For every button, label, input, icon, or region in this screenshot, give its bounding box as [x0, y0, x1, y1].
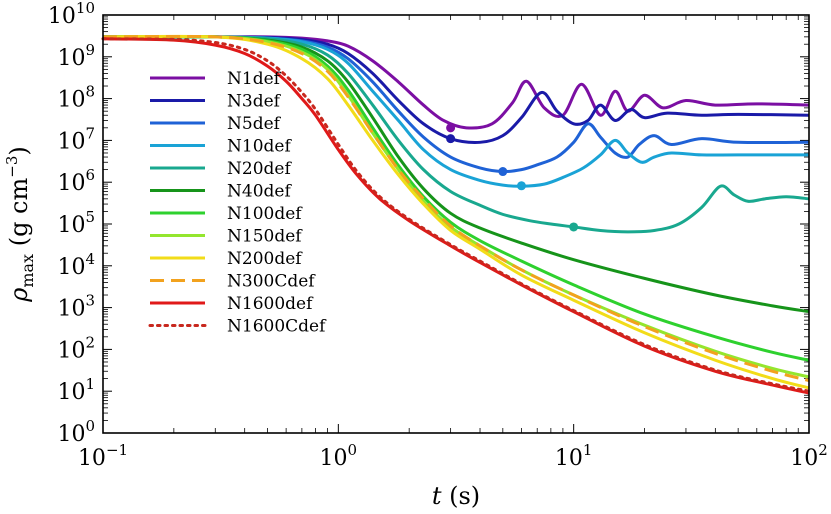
- x-axis-unit: (s): [441, 482, 480, 510]
- y-tick-label: 108: [57, 83, 95, 113]
- series-line-n1600def: [102, 37, 810, 395]
- y-tick-label: 103: [57, 292, 95, 322]
- x-tick-label-exponent: −1: [106, 441, 128, 459]
- x-tick-label-exponent: 1: [583, 441, 593, 459]
- x-tick-label-base: 10: [320, 446, 348, 471]
- series-line-n1def: [103, 35, 810, 130]
- y-axis-subscript: max: [18, 254, 37, 288]
- x-tick-label-base: 10: [78, 446, 106, 471]
- y-tick-label-exponent: 8: [85, 83, 95, 101]
- y-tick-label-exponent: 2: [85, 333, 95, 351]
- y-tick-label-exponent: 1: [85, 375, 95, 393]
- y-tick-label: 106: [57, 166, 95, 196]
- y-axis-title: ρmax (g cm−3): [3, 146, 37, 303]
- y-tick-label: 100: [57, 417, 95, 447]
- tick-labels: 10−1 100 101 102100101102103104105106107108…: [48, 0, 828, 471]
- y-tick-label-exponent: 9: [85, 41, 95, 59]
- legend-label-n100def: N100def: [227, 204, 303, 224]
- legend-label-n20def: N20def: [227, 159, 292, 179]
- series-line-n100def: [102, 35, 810, 362]
- y-tick-label-base: 10: [57, 380, 85, 405]
- axis-ticks: [102, 14, 810, 434]
- legend-label-n200def: N200def: [227, 249, 303, 269]
- y-tick-label-exponent: 10: [76, 0, 95, 17]
- x-tick-label: 10−1: [78, 441, 128, 471]
- y-tick-label: 109: [57, 41, 95, 71]
- series-line-n3def: [102, 35, 810, 144]
- y-tick-label-base: 10: [57, 255, 85, 280]
- y-tick-label: 102: [57, 333, 95, 363]
- legend-label-n1600cdef: N1600Cdef: [227, 317, 327, 337]
- legend-label-n1600def: N1600def: [227, 294, 314, 314]
- series-marker-n3def: [446, 134, 456, 144]
- legend-label-n3def: N3def: [227, 92, 282, 112]
- legend-label-n40def: N40def: [227, 182, 292, 202]
- y-tick-label: 105: [57, 208, 95, 238]
- x-tick-label-exponent: 2: [818, 441, 828, 459]
- series-line-n10def: [102, 35, 809, 188]
- x-tick-label: 102: [790, 441, 828, 471]
- legend-label-n1def: N1def: [227, 69, 282, 89]
- series-marker-n10def: [516, 181, 526, 191]
- series-marker-n20def: [569, 222, 579, 232]
- y-tick-label: 1010: [48, 0, 95, 29]
- y-tick-label-exponent: 6: [85, 166, 95, 184]
- y-tick-label-base: 10: [57, 338, 85, 363]
- y-tick-label-base: 10: [57, 422, 85, 447]
- plot-series: [101, 34, 811, 395]
- x-axis-title: t (s): [432, 482, 480, 510]
- series-line-n300cdef: [102, 34, 810, 382]
- y-axis-unit-close: ): [5, 146, 33, 155]
- y-axis-unit-exponent: −3: [3, 156, 21, 178]
- legend-label-n10def: N10def: [227, 137, 292, 157]
- legend-label-n150def: N150def: [227, 227, 303, 247]
- y-tick-label-base: 10: [57, 46, 85, 71]
- y-tick-label-exponent: 4: [85, 250, 95, 268]
- series-line-n200def: [102, 34, 810, 390]
- y-tick-label: 101: [57, 375, 95, 405]
- y-tick-label-base: 10: [57, 213, 85, 238]
- y-tick-label-base: 10: [48, 4, 76, 29]
- series-marker-n5def: [498, 167, 508, 177]
- x-axis-symbol: t: [432, 482, 442, 510]
- y-tick-label: 104: [57, 250, 95, 280]
- y-tick-label: 107: [57, 124, 95, 154]
- y-axis-symbol: ρ: [5, 288, 33, 303]
- y-tick-label-base: 10: [57, 129, 85, 154]
- y-tick-label-exponent: 5: [85, 208, 95, 226]
- series-line-n1600cdef: [101, 37, 811, 393]
- x-tick-label-exponent: 0: [348, 441, 358, 459]
- x-tick-label-base: 10: [790, 446, 818, 471]
- x-tick-label-base: 10: [555, 446, 583, 471]
- x-tick-label: 101: [555, 441, 593, 471]
- y-tick-label-exponent: 0: [85, 417, 95, 435]
- series-marker-n1def: [446, 123, 456, 133]
- series-line-n20def: [102, 35, 810, 234]
- y-tick-label-exponent: 3: [85, 292, 95, 310]
- y-tick-label-base: 10: [57, 88, 85, 113]
- x-tick-label: 100: [320, 441, 358, 471]
- legend-label-n5def: N5def: [227, 114, 282, 134]
- series-line-n5def: [102, 35, 810, 174]
- series-line-n40def: [102, 35, 810, 314]
- legend-label-n300cdef: N300Cdef: [227, 272, 316, 292]
- plot-frame: [102, 14, 810, 434]
- y-tick-label-exponent: 7: [85, 124, 95, 142]
- y-tick-label-base: 10: [57, 171, 85, 196]
- y-axis-unit: (g cm: [5, 177, 33, 253]
- y-tick-label-base: 10: [57, 297, 85, 322]
